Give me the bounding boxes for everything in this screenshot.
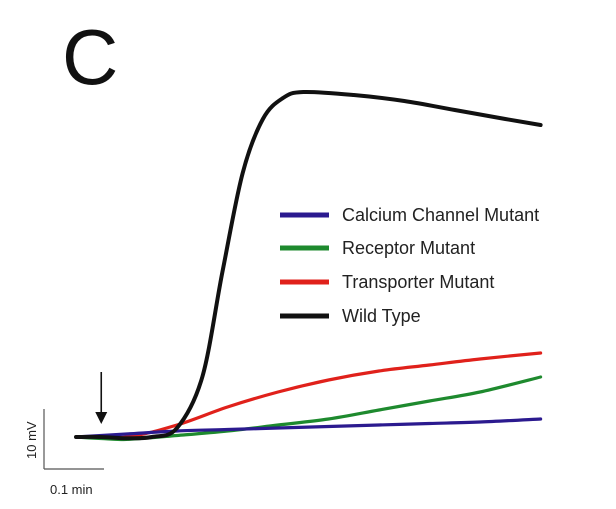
series-layer [74, 89, 543, 442]
series-line-wild-type [74, 89, 543, 441]
series-line-receptor-mutant [74, 375, 543, 442]
legend-label-0: Calcium Channel Mutant [342, 205, 539, 225]
panel-label: C [62, 13, 118, 101]
scale-bar-y-label: 10 mV [24, 421, 39, 459]
legend-label-1: Receptor Mutant [342, 238, 475, 258]
scale-bar-x-label: 0.1 min [50, 482, 93, 497]
legend-label-3: Wild Type [342, 306, 421, 326]
legend-label-2: Transporter Mutant [342, 272, 494, 292]
series-line-calcium-channel-mutant [74, 417, 543, 439]
scale-bar: 10 mV 0.1 min [24, 409, 104, 497]
legend: Calcium Channel Mutant Receptor Mutant T… [280, 205, 539, 326]
stimulus-arrow [95, 372, 108, 424]
